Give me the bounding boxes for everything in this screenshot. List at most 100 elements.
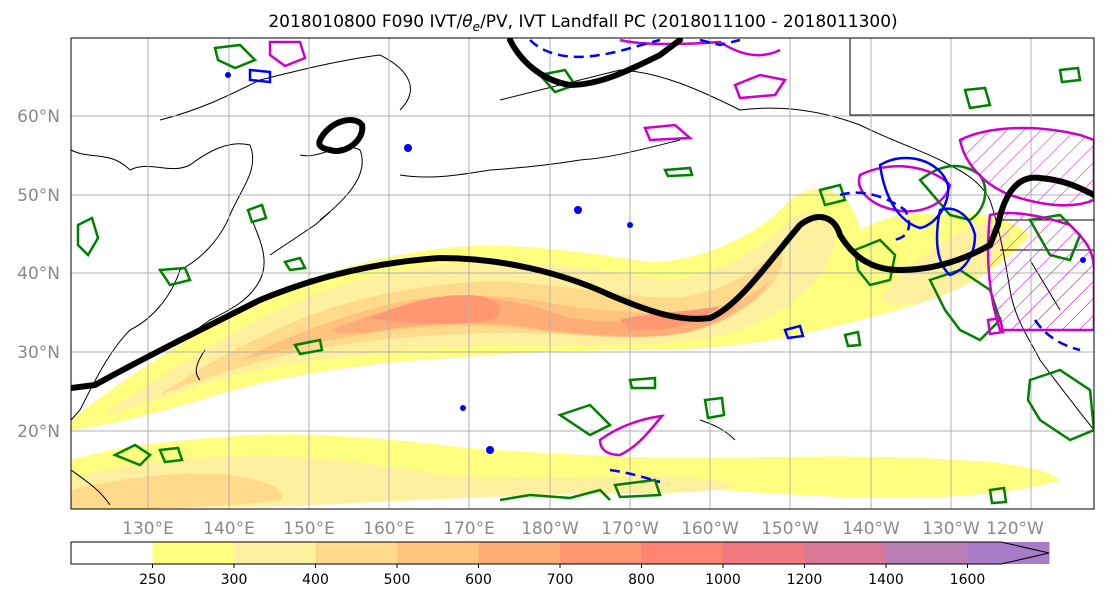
kuril-chain [269,211,331,256]
theta-cold-contour [248,68,272,84]
pv-contour [157,266,192,287]
theta-e-contours [248,38,1094,484]
ivt-axis-line [71,174,1094,391]
colorbar-tick-label: 250 [139,572,166,588]
colorbar-tick-label: 1000 [705,572,741,588]
lon-label: 150°W [761,519,819,539]
asia-coast [71,143,254,421]
colorbar-tick-label: 400 [302,572,329,588]
lon-label: 180°W [521,519,579,539]
colorbar-segment [641,542,724,564]
theta-cold-contour [1033,319,1081,352]
lon-labels: 130°E 140°E 150°E 160°E 170°E 180°W 170°… [122,519,1044,539]
lat-label: 40°N [17,264,60,284]
colorbar-outline [70,541,1050,565]
colorbar-segment [152,542,235,564]
alaska-coast [499,69,941,161]
colorbar-tick-label: 1400 [868,572,904,588]
lon-label: 160°E [363,519,415,539]
pv-contour [818,183,847,207]
map-layers [71,38,1094,509]
colorbar-tick-label: 1200 [787,572,823,588]
ivt-band-700 [370,294,720,331]
theta-cold-contour [783,324,805,340]
colorbar-segment [397,542,479,564]
colorbar-segment [71,542,153,564]
siberia-coast [159,54,411,121]
colorbar-segment [315,542,398,564]
pv-contour [963,86,992,110]
pv-contour [111,443,152,467]
lon-label: 130°W [922,519,980,539]
pv-contour [76,216,100,258]
pv-contour [1026,368,1094,442]
theta-cold-contour [935,207,977,277]
ivt-axis-loop [316,117,366,154]
pv-contour [293,338,324,356]
pv-contour [246,203,268,224]
aleutian-chain [399,139,681,178]
lon-label: 140°W [842,519,900,539]
pv-contour [557,403,613,437]
lon-label: 150°E [283,519,335,539]
map-frame [70,37,1095,510]
colorbar-tick-label: 700 [547,572,574,588]
colorbar-segment [804,542,887,564]
theta-warm-contour [857,165,952,213]
lon-label: 170°E [443,519,495,539]
figure-title: 2018010800 F090 IVT/θe/PV, IVT Landfall … [268,12,897,34]
colorbar-extend-arrow [967,542,1049,564]
pv-contour [663,166,694,178]
lat-label: 50°N [17,186,60,206]
hawaii-islands [699,419,736,441]
pv-contour [158,446,184,464]
pv-contour [283,256,307,272]
colorbar-segment [478,542,561,564]
pv-contour [988,486,1008,505]
lon-label: 170°W [601,519,659,539]
lat-labels: 60°N 50°N 40°N 30°N 20°N [17,107,60,442]
theta-warm-contour [643,123,694,142]
ivt-axis [71,38,1094,391]
colorbar-labels: 250 300 400 500 600 700 800 1000 1200 1400 1600 [139,564,985,588]
theta-cold-contour [839,191,911,242]
kamchatka [299,146,363,221]
colorbar-segment [234,542,316,564]
theta-warm-contour [958,126,1094,207]
philippines [71,469,111,506]
colorbar-segment [560,542,642,564]
lat-label: 20°N [17,422,60,442]
colorbar [70,541,1050,565]
lat-label: 30°N [17,343,60,363]
pv-contour [613,478,662,499]
pv-contour [628,376,657,390]
pv-contour [703,396,726,420]
colorbar-segment [886,542,968,564]
lon-label: 140°E [203,519,255,539]
lat-label: 60°N [17,107,60,127]
pv-contour [1058,66,1082,84]
colorbar-tick-label: 500 [384,572,411,588]
pv-contour [853,238,897,287]
blue-blobs [225,72,1086,454]
colorbar-tick-label: 800 [628,572,655,588]
theta-warm-contour [268,40,307,68]
lon-label: 120°W [986,519,1044,539]
theta-cold-contour [529,38,661,59]
pv-contour [499,488,611,502]
ivt-axis-north [507,38,683,89]
colorbar-tick-label: 1600 [950,572,986,588]
pv-contour [843,330,862,348]
theta-warm-contour [986,211,1094,332]
theta-warm-contour [986,316,1005,336]
theta-warm-contour [619,38,781,57]
theta-cold-contour [699,38,741,47]
colorbar-segment [723,542,805,564]
theta-warm-contour [598,414,666,457]
colorbar-tick-label: 300 [221,572,248,588]
colorbar-tick-label: 600 [465,572,492,588]
pv-contour [213,43,258,70]
theta-warm-contour [733,73,788,100]
